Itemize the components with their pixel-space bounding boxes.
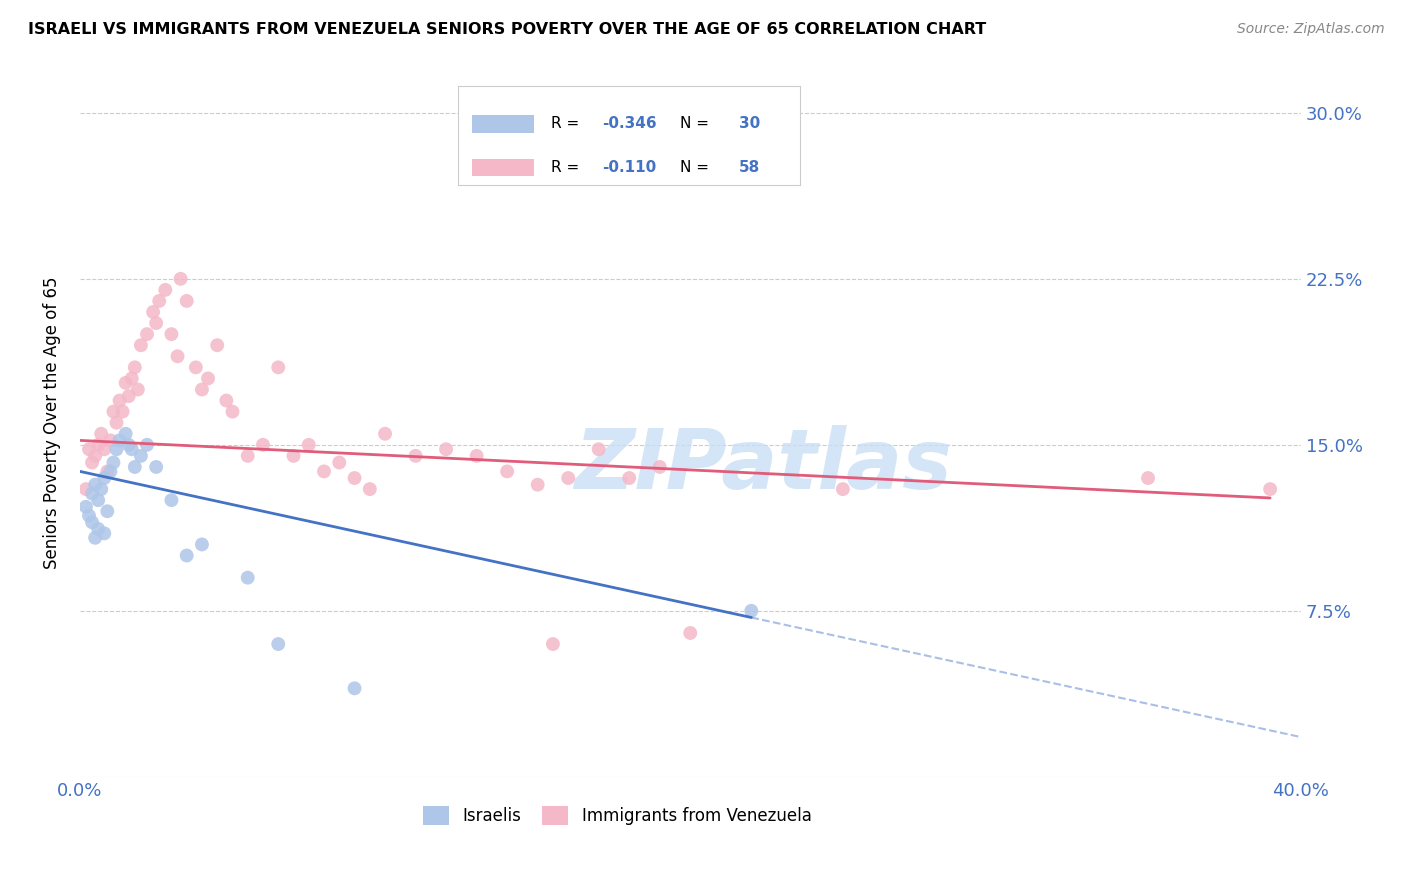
Point (84, 477, 107, 491)
Point (84, 531, 107, 545)
Point (80, 486, 103, 500)
Point (121, 371, 143, 385)
Point (80, 516, 103, 530)
Point (108, 393, 131, 408)
Point (145, 460, 167, 475)
Point (205, 338, 228, 352)
Point (75, 500, 97, 514)
Point (96, 504, 118, 518)
Point (221, 404, 243, 418)
Point (108, 434, 131, 448)
Point (96, 464, 118, 478)
Point (121, 442, 143, 457)
Point (374, 426, 396, 441)
Point (184, 360, 207, 375)
Point (105, 416, 128, 430)
Point (176, 293, 198, 308)
Point (236, 571, 259, 585)
Point (588, 442, 610, 457)
Point (136, 438, 159, 452)
Point (359, 482, 381, 496)
Point (77, 442, 100, 457)
Point (541, 637, 564, 651)
Point (679, 626, 702, 640)
Point (298, 438, 321, 452)
Point (197, 371, 219, 385)
Point (236, 449, 259, 463)
Point (100, 464, 122, 478)
Point (103, 404, 125, 418)
Point (77, 508, 100, 523)
Point (127, 383, 149, 397)
Point (93, 526, 115, 541)
Point (105, 442, 128, 457)
Y-axis label: Seniors Poverty Over the Age of 65: Seniors Poverty Over the Age of 65 (44, 277, 60, 569)
Point (557, 471, 579, 485)
Point (160, 327, 183, 342)
Point (740, 604, 762, 618)
Point (87, 522, 110, 536)
Point (103, 456, 125, 470)
Legend: Israelis, Immigrants from Venezuela: Israelis, Immigrants from Venezuela (423, 806, 811, 825)
Point (118, 389, 141, 403)
Point (176, 549, 198, 563)
Point (87, 438, 110, 452)
Point (136, 327, 159, 342)
Point (100, 434, 122, 448)
Point (465, 449, 488, 463)
Point (84, 449, 107, 463)
Point (526, 477, 548, 491)
Point (118, 438, 141, 452)
Point (312, 464, 335, 478)
Point (124, 460, 146, 475)
Point (155, 283, 177, 297)
Point (93, 471, 115, 485)
Point (129, 338, 152, 352)
Point (129, 449, 152, 463)
Text: Source: ZipAtlas.com: Source: ZipAtlas.com (1237, 22, 1385, 37)
Point (1258, 482, 1281, 496)
Point (215, 393, 238, 408)
Point (87, 493, 110, 508)
Point (328, 456, 350, 470)
Point (114, 376, 136, 390)
Point (111, 404, 134, 418)
Point (166, 349, 188, 363)
Point (80, 456, 103, 470)
Point (267, 360, 290, 375)
Point (93, 442, 115, 457)
Point (267, 637, 290, 651)
Point (169, 272, 191, 286)
Point (252, 438, 274, 452)
Text: ISRAELI VS IMMIGRANTS FROM VENEZUELA SENIORS POVERTY OVER THE AGE OF 65 CORRELAT: ISRAELI VS IMMIGRANTS FROM VENEZUELA SEN… (28, 22, 987, 37)
Point (831, 482, 853, 496)
Point (619, 471, 641, 485)
Text: ZIPatlas: ZIPatlas (575, 425, 952, 506)
Point (160, 493, 183, 508)
Point (142, 305, 165, 319)
Point (191, 537, 214, 551)
Point (75, 482, 97, 496)
Point (405, 449, 427, 463)
Point (148, 293, 170, 308)
Point (90, 426, 112, 441)
Point (114, 426, 136, 441)
Point (496, 464, 519, 478)
Point (124, 360, 146, 375)
Point (191, 383, 214, 397)
Point (90, 482, 112, 496)
Point (1137, 471, 1160, 485)
Point (343, 681, 366, 696)
Point (145, 316, 167, 330)
Point (648, 460, 671, 475)
Point (434, 442, 457, 457)
Point (343, 471, 366, 485)
Point (283, 449, 305, 463)
